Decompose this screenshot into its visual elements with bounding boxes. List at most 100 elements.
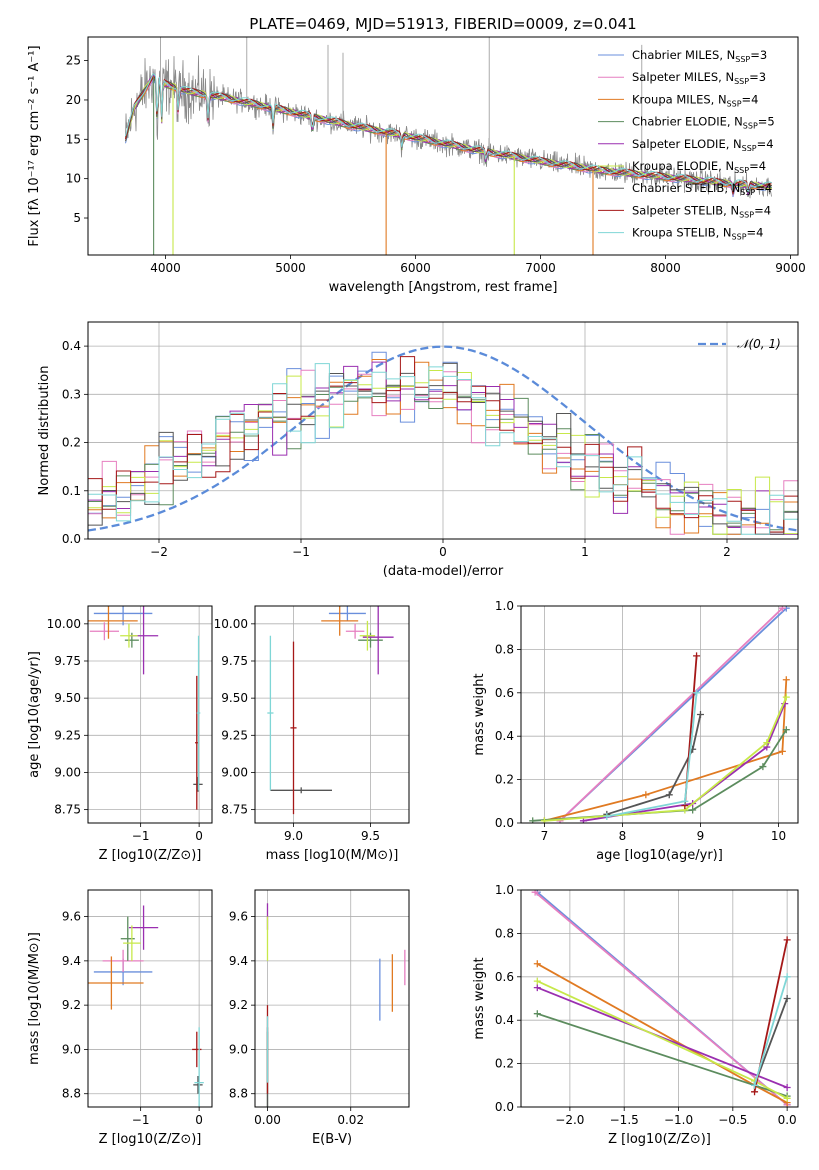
- data-point-errorbar: [123, 925, 141, 961]
- y-tick-label: 1.0: [495, 883, 514, 897]
- mass-weight-line: [536, 986, 788, 1089]
- mass-weight-line: [559, 607, 784, 822]
- y-tick-label: 9.50: [221, 691, 248, 705]
- x-tick-label: 8: [619, 829, 627, 843]
- model-spectrum-line: [125, 73, 773, 197]
- mass-weight-marker: [783, 995, 791, 1002]
- x-tick-label: 0.00: [254, 1113, 281, 1127]
- mass-weight-marker: [533, 960, 541, 968]
- residual-histogram-step: [88, 384, 798, 535]
- data-point-errorbar: [267, 635, 274, 791]
- legend-entry: Salpeter ELODIE, NSSP=4: [632, 137, 774, 153]
- mass-weight-line: [753, 998, 788, 1086]
- y-tick-label: 0.4: [495, 729, 514, 743]
- legend-subscript: SSP: [739, 210, 754, 219]
- legend-subscript: SSP: [740, 188, 755, 197]
- legend-entry: 𝒩(0, 1): [737, 337, 781, 351]
- mass-weight-line: [544, 679, 788, 822]
- y-tick-label: 0.4: [62, 339, 81, 353]
- legend-value: =5: [758, 115, 775, 129]
- legend-value: =4: [749, 159, 766, 173]
- y-tick-label: 9.4: [62, 954, 81, 968]
- mass-weight-marker: [751, 1081, 759, 1089]
- mass-weight-marker: [759, 763, 767, 771]
- mass-weight-marker: [763, 739, 771, 747]
- y-tick-label: 10: [66, 172, 81, 186]
- x-tick-label: 8000: [650, 261, 681, 275]
- legend-value: =3: [750, 48, 767, 62]
- y-tick-label: 9.00: [54, 765, 81, 779]
- plot-area: [266, 903, 406, 1107]
- y-tick-label: 9.75: [54, 654, 81, 668]
- x-axis-label: Z [log10(Z/Z⊙)]: [99, 848, 202, 863]
- x-tick-label: 9.5: [361, 829, 380, 843]
- legend-entry: Chabrier ELODIE, NSSP=5: [632, 115, 775, 131]
- residual-histogram-step: [88, 356, 798, 535]
- y-tick-label: 0.0: [495, 816, 514, 830]
- data-point-errorbar: [120, 623, 138, 648]
- mass-weight-line: [537, 1012, 788, 1098]
- x-tick-label: −1: [132, 1113, 150, 1127]
- axes-frame: [87, 889, 213, 1108]
- legend-subscript: SSP: [732, 233, 747, 242]
- x-tick-label: 5000: [275, 261, 306, 275]
- x-tick-label: 6000: [400, 261, 431, 275]
- x-tick-label: 9: [697, 829, 705, 843]
- mass-weight-marker: [696, 711, 704, 718]
- x-tick-label: 1: [581, 545, 589, 559]
- mass-weight-marker: [783, 936, 791, 944]
- legend-entry: Salpeter MILES, NSSP=3: [632, 70, 766, 86]
- panel-weight_vs_age: 7 8 9 10 0.0 0.2 0.4 0.6 0.8 1.0 age [log10(age/yr…: [472, 599, 799, 863]
- y-axis-label: mass [log10(M/M⊙)]: [27, 932, 42, 1065]
- y-tick-label: 20: [66, 93, 81, 107]
- plot-area: [267, 606, 394, 815]
- x-tick-label: −1: [132, 829, 150, 843]
- x-tick-label: −0.5: [718, 1113, 747, 1127]
- y-tick-label: 9.0: [229, 1042, 248, 1056]
- y-tick-label: 0.2: [495, 773, 514, 787]
- y-tick-label: 0.8: [495, 926, 514, 940]
- x-tick-label: 7000: [525, 261, 556, 275]
- y-axis-label: age [log10(age/yr)]: [27, 651, 42, 778]
- mass-weight-line: [606, 692, 698, 818]
- mass-weight-marker: [783, 1094, 791, 1102]
- x-tick-label: 4000: [150, 261, 181, 275]
- y-tick-label: 5: [73, 211, 81, 225]
- axes-frame: [520, 605, 799, 824]
- y-tick-label: 0.0: [62, 532, 81, 546]
- x-axis-label: E(B-V): [312, 1132, 352, 1147]
- data-point-errorbar: [270, 787, 332, 794]
- y-axis-label: Flux [fλ 10⁻¹⁷ erg cm⁻² s⁻¹ A⁻¹]: [27, 45, 42, 246]
- y-tick-label: 9.0: [62, 1042, 81, 1056]
- legend: Chabrier MILES, NSSP=3 Salpeter MILES, NS…: [598, 48, 775, 242]
- y-tick-label: 1.0: [495, 599, 514, 613]
- y-tick-label: 9.25: [54, 728, 81, 742]
- legend-entry: Kroupa MILES, NSSP=4: [632, 92, 758, 108]
- mass-weight-line: [753, 976, 788, 1086]
- mass-weight-marker: [533, 977, 541, 985]
- mass-weight-line: [583, 703, 786, 822]
- data-point-errorbar: [359, 620, 376, 651]
- mass-weight-marker: [529, 817, 537, 823]
- x-tick-label: 0: [195, 829, 203, 843]
- x-tick-label: −1.5: [610, 1113, 639, 1127]
- panel-spectrum: 4000 5000 6000 7000 8000 9000 5 10 15 20 25 wavelen…: [27, 36, 806, 295]
- y-tick-label: 8.8: [62, 1087, 81, 1101]
- y-tick-label: 15: [66, 132, 81, 146]
- legend-subscript: SSP: [727, 99, 742, 108]
- x-tick-label: 0: [439, 545, 447, 559]
- y-tick-label: 9.50: [54, 691, 81, 705]
- mass-weight-marker: [778, 747, 786, 755]
- x-axis-label: mass [log10(M/M⊙)]: [266, 848, 399, 863]
- axes-frame: [254, 605, 410, 824]
- data-point-errorbar: [321, 606, 359, 636]
- y-tick-label: 10.00: [214, 617, 248, 631]
- x-axis-label: (data-model)/error: [383, 564, 504, 579]
- legend-value: =4: [742, 92, 759, 106]
- legend-value: =4: [754, 203, 771, 217]
- x-axis-label: Z [log10(Z/Z⊙)]: [608, 1132, 711, 1147]
- x-axis-label: Z [log10(Z/Z⊙)]: [99, 1132, 202, 1147]
- y-tick-label: 0.0: [495, 1100, 514, 1114]
- legend-subscript: SSP: [734, 166, 749, 175]
- data-point-errorbar: [88, 606, 138, 639]
